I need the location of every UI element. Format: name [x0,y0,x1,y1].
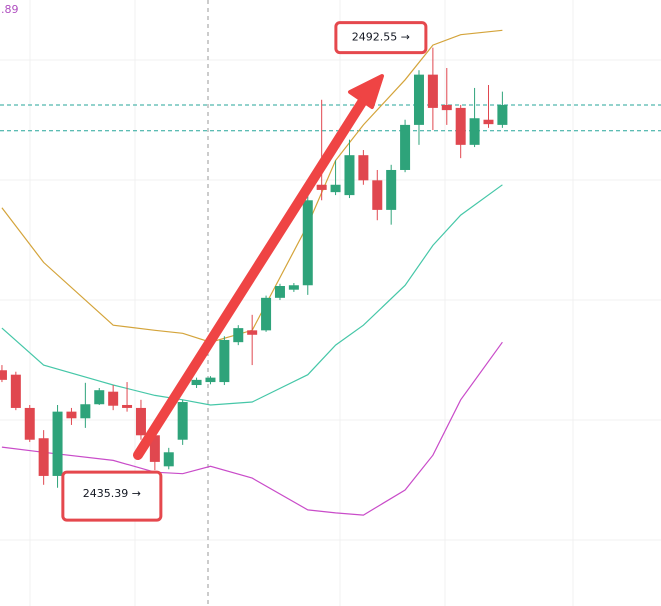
candle-body [497,104,508,125]
candle-body [66,411,77,419]
candle-body [10,374,21,408]
band-line [1,341,503,516]
corner-label: .89 [1,3,19,16]
annotation-label: 2435.39 → [83,487,141,500]
candle-body [455,107,466,145]
candle-body [441,104,452,111]
candle-body [358,155,369,181]
candle-body [38,438,49,476]
candle-body [219,339,230,383]
candle-body [274,286,285,298]
candle-body [191,379,202,386]
plot [0,29,661,516]
candle-body [247,330,258,335]
candle-body [330,184,341,193]
candle-body [149,435,160,462]
candle-body [469,118,480,145]
candle-body [400,124,411,170]
candle-body [108,391,119,406]
annotation-box [61,470,163,522]
band-line [1,184,503,406]
candle-body [135,407,146,436]
candle-body [372,180,383,210]
candle-body [427,74,438,108]
annotations: 2492.55 → 2435.39 → [61,21,428,522]
candle-body [24,407,35,440]
candle-body [0,370,7,380]
candle-body [288,285,299,290]
trend-arrow [133,91,371,460]
candle-body [177,402,188,440]
candle-body [80,404,91,419]
candle-body [386,169,397,210]
annotation-label: 2492.55 → [352,31,410,44]
candle-body [94,390,105,405]
candle-body [261,297,272,331]
band-line [1,29,503,343]
annotation-box [334,21,428,55]
candle-body [483,119,494,125]
candle-body [52,411,63,476]
candle-body [413,74,424,125]
trend-arrow-head [348,74,384,109]
candle-body [316,184,327,190]
candle-body [302,200,313,286]
candle-body [344,155,355,196]
candle-body [163,452,174,467]
candle-body [233,328,244,343]
candle-body [122,404,133,408]
candle-body [205,377,216,383]
